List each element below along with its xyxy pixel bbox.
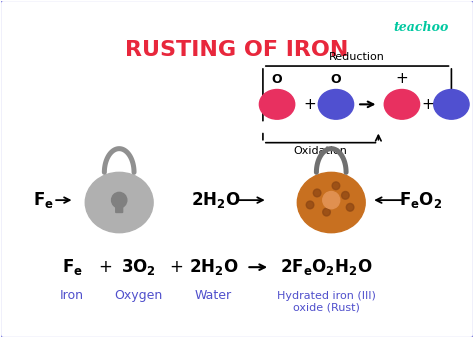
Circle shape [332,182,340,190]
Text: $\mathregular{2F_eO_2H_2O}$: $\mathregular{2F_eO_2H_2O}$ [280,257,373,277]
Circle shape [306,201,314,209]
Text: +: + [421,97,434,112]
Circle shape [323,208,330,216]
Text: RUSTING OF IRON: RUSTING OF IRON [125,40,349,60]
FancyBboxPatch shape [116,202,123,213]
Text: Oxidation: Oxidation [294,146,347,156]
Text: O: O [272,73,283,86]
Text: $\mathregular{+}$: $\mathregular{+}$ [98,258,112,276]
Ellipse shape [434,90,469,119]
Ellipse shape [259,90,295,119]
Text: teachoo: teachoo [394,21,449,33]
Text: $\mathregular{2H_2O}$: $\mathregular{2H_2O}$ [191,190,241,210]
Circle shape [342,191,349,199]
Circle shape [346,203,354,211]
Text: Water: Water [195,289,232,303]
Text: Oxygen: Oxygen [114,289,162,303]
Text: $\mathregular{3O_2}$: $\mathregular{3O_2}$ [120,257,155,277]
Text: Reduction: Reduction [329,52,385,62]
Text: Iron: Iron [60,289,84,303]
Text: +: + [304,97,317,112]
Ellipse shape [85,172,153,233]
Ellipse shape [297,172,365,233]
Text: O: O [331,73,341,86]
Text: $\mathregular{F_e}$: $\mathregular{F_e}$ [62,257,82,277]
Text: $\mathregular{+}$: $\mathregular{+}$ [169,258,183,276]
Circle shape [323,192,340,209]
Ellipse shape [318,90,354,119]
Text: $\mathregular{F_eO_2}$: $\mathregular{F_eO_2}$ [399,190,442,210]
Circle shape [313,189,321,197]
Circle shape [111,192,127,208]
Ellipse shape [384,90,419,119]
Text: $\mathregular{F_e}$: $\mathregular{F_e}$ [33,190,54,210]
Text: Hydrated iron (III)
oxide (Rust): Hydrated iron (III) oxide (Rust) [277,291,376,313]
Text: +: + [395,71,408,86]
Text: $\mathregular{2H_2O}$: $\mathregular{2H_2O}$ [189,257,238,277]
